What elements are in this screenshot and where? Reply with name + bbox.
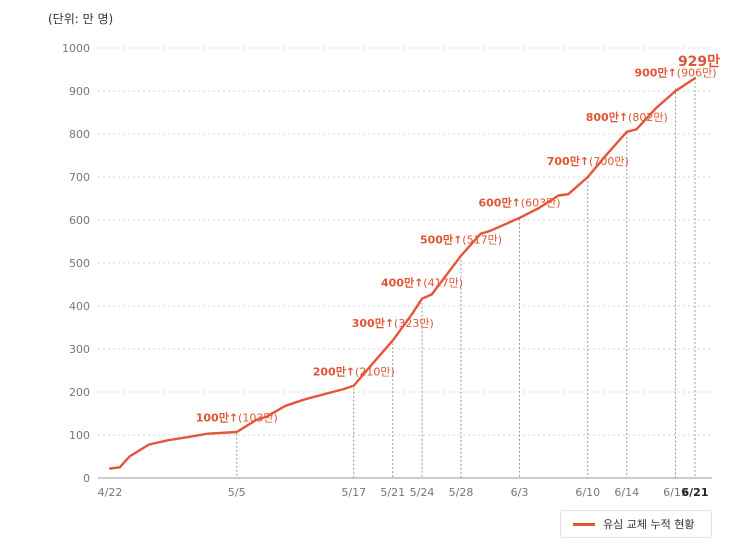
milestone-label-value: (210만) — [355, 366, 395, 379]
y-tick-label: 400 — [69, 300, 90, 313]
milestone-label-bold: 500만 — [420, 233, 453, 247]
milestone-label-value: (517만) — [462, 234, 502, 247]
milestone-label: 700만↑(700만) — [547, 154, 629, 168]
final-value-label: 929만 — [678, 54, 720, 70]
up-arrow-icon: ↑ — [668, 66, 677, 79]
x-tick-label: 6/14 — [614, 486, 639, 499]
milestone-label: 600만↑(603만) — [478, 196, 560, 210]
y-tick-label: 1000 — [62, 42, 90, 55]
x-tick-label: 5/28 — [449, 486, 474, 499]
x-tick-label: 4/22 — [98, 486, 123, 499]
y-tick-label: 0 — [83, 472, 90, 485]
milestone-label-bold: 800만 — [586, 110, 619, 124]
legend-swatch — [573, 522, 595, 526]
milestone-label-bold: 100만 — [196, 411, 229, 425]
x-tick-label: 6/21 — [682, 486, 709, 499]
milestone-label: 200만↑(210만) — [313, 365, 395, 379]
milestone-label-bold: 900만 — [634, 65, 667, 79]
up-arrow-icon: ↑ — [414, 277, 423, 290]
milestone-label-bold: 200만 — [313, 365, 346, 379]
series-line — [108, 76, 697, 470]
up-arrow-icon: ↑ — [385, 317, 394, 330]
up-arrow-icon: ↑ — [512, 197, 521, 210]
x-tick-label: 5/24 — [410, 486, 435, 499]
milestone-label-value: (103만) — [238, 412, 278, 425]
up-arrow-icon: ↑ — [619, 111, 628, 124]
y-tick-label: 900 — [69, 85, 90, 98]
x-tick-label: 6/3 — [511, 486, 529, 499]
y-tick-label: 800 — [69, 128, 90, 141]
up-arrow-icon: ↑ — [453, 234, 462, 247]
milestone-label-value: (323만) — [394, 317, 434, 330]
milestone-label: 300만↑(323만) — [352, 316, 434, 330]
unit-label: (단위: 만 명) — [48, 12, 114, 26]
milestone-label-bold: 700만 — [547, 154, 580, 168]
milestone-label: 500만↑(517만) — [420, 233, 502, 247]
y-tick-label: 500 — [69, 257, 90, 270]
milestone-label: 100만↑(103만) — [196, 411, 278, 425]
y-tick-label: 700 — [69, 171, 90, 184]
milestone-label-value: (802만) — [628, 111, 668, 124]
y-tick-label: 300 — [69, 343, 90, 356]
legend: 유심 교체 누적 현황 — [560, 510, 712, 538]
milestone-label-bold: 300만 — [352, 316, 385, 330]
y-tick-label: 100 — [69, 429, 90, 442]
milestone-label-bold: 400만 — [381, 276, 414, 290]
up-arrow-icon: ↑ — [229, 412, 238, 425]
milestone-label: 800만↑(802만) — [586, 110, 668, 124]
x-tick-label: 6/10 — [575, 486, 600, 499]
x-tick-label: 5/5 — [228, 486, 246, 499]
y-tick-label: 200 — [69, 386, 90, 399]
up-arrow-icon: ↑ — [346, 366, 355, 379]
x-tick-label: 5/17 — [341, 486, 366, 499]
milestone-label: 900만↑(906만) — [634, 65, 716, 79]
up-arrow-icon: ↑ — [580, 155, 589, 168]
milestone-label-value: (906만) — [677, 66, 717, 79]
x-tick-label: 6/19 — [663, 486, 688, 499]
milestone-label-value: (700만) — [589, 155, 629, 168]
legend-label: 유심 교체 누적 현황 — [603, 518, 695, 531]
milestone-label-value: (417만) — [423, 277, 463, 290]
milestone-label-bold: 600만 — [478, 196, 511, 210]
y-tick-label: 600 — [69, 214, 90, 227]
milestone-label-value: (603만) — [521, 197, 561, 210]
milestone-label: 400만↑(417만) — [381, 276, 463, 290]
x-tick-label: 5/21 — [380, 486, 405, 499]
